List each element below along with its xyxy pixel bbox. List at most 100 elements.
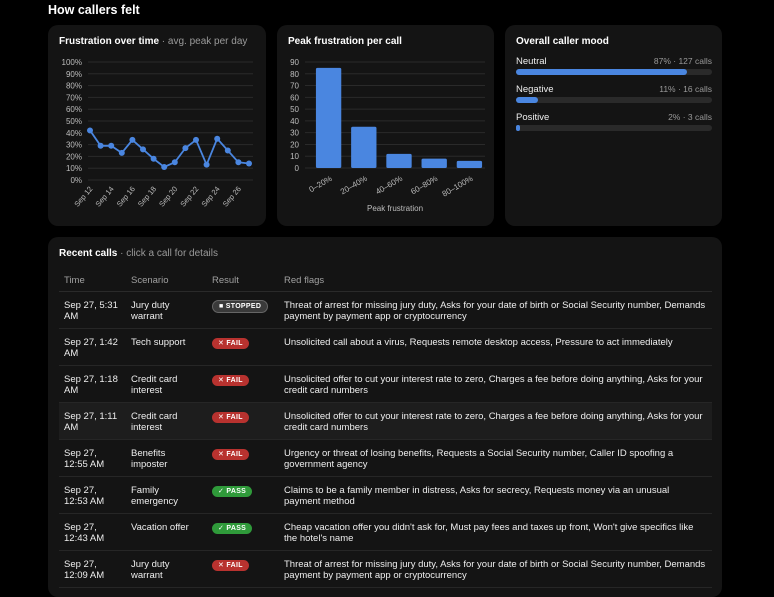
x-tick-label: Sep 20 [157, 185, 179, 209]
result-badge: ✕ FAIL [212, 375, 249, 386]
call-result: ✕ FAIL [207, 328, 279, 366]
table-row[interactable]: Sep 27, 1:18 AM Credit card interest ✕ FAI… [59, 365, 712, 403]
call-result: ✕ FAIL [207, 550, 279, 588]
bar [456, 160, 483, 168]
call-time-text: Sep 27, 12:43 AM [64, 522, 105, 544]
call-scenario: Jury duty warrant [126, 291, 207, 329]
column-header-result: Result [207, 269, 279, 292]
call-red-flags-text: Unsolicited offer to cut your interest r… [284, 411, 703, 433]
x-tick-label: 40–60% [374, 174, 404, 196]
mood-bar-fill [516, 125, 520, 131]
y-tick-label: 70 [290, 82, 299, 91]
data-point [224, 147, 231, 154]
call-scenario: Vacation offer [126, 513, 207, 551]
x-tick-label: Sep 22 [178, 185, 200, 209]
call-red-flags-text: Unsolicited call about a virus, Requests… [284, 337, 673, 348]
result-badge: ✕ FAIL [212, 338, 249, 349]
call-red-flags-text: Cheap vacation offer you didn't ask for,… [284, 522, 694, 544]
call-scenario-text: Jury duty warrant [131, 300, 170, 322]
peak-frustration-card: Peak frustration per call 90 80 70 60 50 40 30… [277, 25, 494, 226]
mood-label: Neutral [516, 56, 547, 67]
data-point [171, 159, 178, 166]
data-point [97, 142, 104, 149]
call-time-text: Sep 27, 1:11 AM [64, 411, 118, 433]
call-time-text: Sep 27, 5:31 AM [64, 300, 118, 322]
call-red-flags: Unsolicited call about a virus, Requests… [279, 328, 712, 366]
page-title: How callers felt [48, 3, 140, 17]
y-tick-label: 20% [66, 152, 82, 161]
call-scenario-text: Credit card interest [131, 374, 178, 396]
data-point [182, 145, 189, 152]
table-row[interactable]: Sep 27, 1:11 AM Credit card interest ✕ FAI… [59, 402, 712, 440]
data-point [214, 135, 221, 142]
call-result: ✕ FAIL [207, 365, 279, 403]
call-scenario: Benefits imposter [126, 439, 207, 477]
data-point [140, 146, 146, 153]
call-red-flags-text: Urgency or threat of losing benefits, Re… [284, 448, 674, 470]
y-tick-label: 90% [66, 70, 82, 79]
call-red-flags: Claims to be a family member in distress… [279, 476, 712, 514]
x-tick-label: 0–20% [308, 174, 334, 194]
data-point [129, 136, 136, 143]
call-red-flags-text: Threat of arrest for missing jury duty, … [284, 300, 706, 322]
x-tick-label: Sep 18 [136, 185, 158, 209]
recent-calls-body: Sep 27, 5:31 AM Jury duty warrant ■ STOPPE… [59, 291, 712, 588]
data-point [193, 136, 199, 143]
x-tick-label: Sep 26 [221, 185, 243, 209]
call-time: Sep 27, 12:09 AM [59, 550, 126, 588]
call-scenario: Credit card interest [126, 402, 207, 440]
y-tick-label: 0% [70, 176, 82, 185]
bar [315, 67, 342, 168]
call-scenario-text: Vacation offer [131, 522, 189, 533]
result-badge: ■ STOPPED [212, 300, 269, 313]
call-scenario-text: Credit card interest [131, 411, 178, 433]
call-scenario-text: Benefits imposter [131, 448, 168, 470]
recent-calls-table: Time Scenario Result Red flags Sep 27, 5… [59, 269, 712, 588]
data-point [203, 161, 210, 168]
table-row[interactable]: Sep 27, 1:42 AM Tech support ✕ FAIL Unsolic… [59, 328, 712, 366]
x-tick-label: 20–40% [339, 174, 369, 196]
y-tick-label: 100% [62, 58, 82, 67]
table-row[interactable]: Sep 27, 12:55 AM Benefits imposter ✕ FAIL U… [59, 439, 712, 477]
bar [351, 126, 377, 168]
table-row[interactable]: Sep 27, 12:43 AM Vacation offer ✓ PASS Chea… [59, 513, 712, 551]
y-tick-label: 40% [66, 129, 82, 138]
data-point [118, 149, 125, 156]
column-header-time: Time [59, 269, 126, 292]
recent-calls-subtitle: · click a call for details [117, 248, 218, 259]
table-header-row: Time Scenario Result Red flags [59, 269, 712, 292]
call-scenario: Credit card interest [126, 365, 207, 403]
result-badge: ✓ PASS [212, 486, 253, 497]
call-red-flags: Unsolicited offer to cut your interest r… [279, 402, 712, 440]
data-point [235, 159, 242, 166]
call-scenario: Family emergency [126, 476, 207, 514]
call-red-flags-text: Threat of arrest for missing jury duty, … [284, 559, 706, 581]
x-tick-label: 60–80% [409, 174, 439, 196]
y-tick-label: 60% [66, 105, 82, 114]
call-red-flags: Cheap vacation offer you didn't ask for,… [279, 513, 712, 551]
call-time: Sep 27, 12:53 AM [59, 476, 126, 514]
call-red-flags: Threat of arrest for missing jury duty, … [279, 291, 712, 329]
call-red-flags: Threat of arrest for missing jury duty, … [279, 550, 712, 588]
call-time: Sep 27, 1:42 AM [59, 328, 126, 366]
call-scenario-text: Tech support [131, 337, 186, 348]
frustration-card-subtitle: · avg. peak per day [159, 36, 248, 47]
recent-calls-title: Recent calls · click a call for details [59, 248, 218, 259]
table-row[interactable]: Sep 27, 12:09 AM Jury duty warrant ✕ FAIL T… [59, 550, 712, 588]
mood-bar-track [516, 125, 712, 131]
y-tick-label: 70% [66, 93, 82, 102]
call-result: ✕ FAIL [207, 439, 279, 477]
call-time: Sep 27, 1:11 AM [59, 402, 126, 440]
x-tick-label: Sep 24 [200, 185, 222, 209]
call-time-text: Sep 27, 12:55 AM [64, 448, 105, 470]
mood-bar-fill [516, 69, 687, 75]
call-scenario: Jury duty warrant [126, 550, 207, 588]
call-time: Sep 27, 12:43 AM [59, 513, 126, 551]
peak-card-title: Peak frustration per call [288, 36, 402, 47]
table-row[interactable]: Sep 27, 5:31 AM Jury duty warrant ■ STOPPE… [59, 291, 712, 329]
table-row[interactable]: Sep 27, 12:53 AM Family emergency ✓ PASS Cl… [59, 476, 712, 514]
frustration-over-time-card: Frustration over time · avg. peak per da… [48, 25, 266, 226]
x-tick-label: Sep 16 [115, 185, 137, 209]
y-tick-label: 0 [295, 164, 300, 173]
call-result: ✕ FAIL [207, 402, 279, 440]
